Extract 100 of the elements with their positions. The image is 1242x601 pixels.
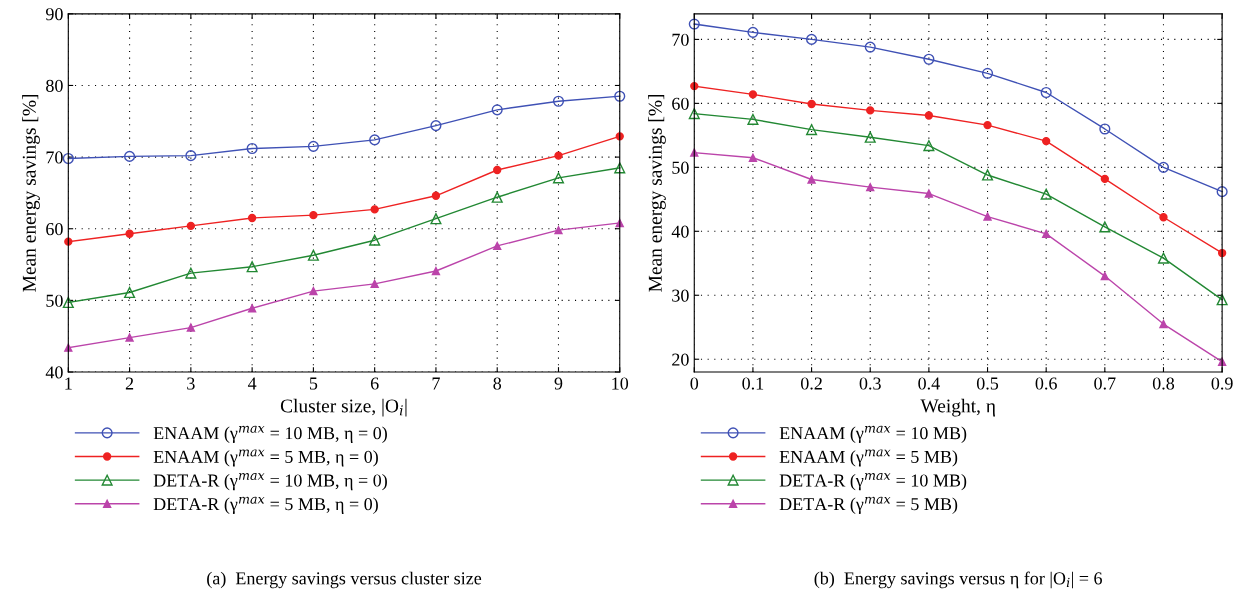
point [186,323,196,332]
point [1042,229,1051,239]
point [1042,136,1051,146]
point [688,18,700,30]
x-tick-label: 7 [432,377,440,390]
point [554,151,563,160]
point [1099,123,1111,135]
text: (a) Energy savings versus cluster size [207,571,482,589]
point [1157,161,1170,173]
x-tick-label: 4 [247,377,257,390]
point [1159,213,1168,222]
point [747,113,759,125]
point [614,90,626,102]
point [747,26,759,38]
y-tick-label: 40 [671,225,689,238]
point [1216,186,1228,198]
point [125,229,134,238]
point [62,152,74,165]
y-tick-label: 80 [46,79,63,92]
point [806,124,818,136]
x-tick-label: 9 [554,377,563,390]
legend-label: ENAAM (γ$^{max}$ = 5 MB) [779,449,958,467]
x-tick-label: 0.1 [742,377,764,390]
point [185,267,197,279]
point [1159,319,1168,329]
point [924,189,934,198]
point [1100,174,1109,184]
point [309,210,318,220]
point [493,241,502,251]
point [491,104,503,116]
point [125,333,134,342]
x-tick-label: 2 [125,377,134,390]
point [369,134,381,146]
y-tick-label: 60 [46,223,63,236]
point [1099,221,1111,233]
x-tick-label: 0.9 [1211,377,1233,390]
point [246,142,258,155]
point [864,131,876,143]
point [806,33,818,45]
y-axis-title: Mean energy savings [%] [22,94,40,292]
x-tick-label: 0.8 [1152,377,1175,390]
legend-label: DETA-R (γ$^{max}$ = 10 MB, η = 0) [153,473,387,491]
point [981,169,994,181]
point [246,261,258,273]
point [688,108,700,120]
x-axis-title: Cluster size, |O$_{i}$| [280,398,407,417]
y-tick-label: 30 [672,289,689,302]
point [430,213,442,225]
x-tick-label: 5 [309,377,318,390]
point [983,120,992,130]
point [247,304,257,313]
point [431,266,441,276]
point [864,41,876,53]
x-tick-label: 0.6 [1035,377,1057,390]
point [430,120,442,132]
y-tick-label: 60 [672,97,689,110]
point [748,153,758,162]
y-tick-label: 50 [46,294,63,307]
point [981,67,994,79]
x-tick-label: 10 [612,377,629,390]
x-tick-label: 6 [370,377,379,390]
point [748,90,758,99]
point [983,212,992,221]
point [307,140,319,152]
y-tick-label: 70 [672,33,689,46]
x-tick-label: 0.7 [1094,377,1116,390]
point [185,150,197,162]
point [866,106,875,115]
legend-label: ENAAM (γ$^{max}$ = 10 MB, η = 0) [153,425,387,443]
point [1040,188,1052,200]
x-tick-label: 0 [690,377,699,390]
point [552,95,565,107]
point [807,175,816,184]
y-tick-label: 50 [672,161,689,174]
point [62,296,74,309]
y-tick-label: 90 [45,8,63,21]
y-tick-label: 70 [46,151,63,164]
point [1216,294,1228,306]
point [1040,86,1052,99]
x-tick-label: 0.5 [976,377,999,390]
point [690,148,699,157]
legend-label: DETA-R (γ$^{max}$ = 5 MB, η = 0) [153,496,378,514]
point [554,226,563,235]
point [1100,271,1109,281]
point [186,221,196,231]
point [923,53,935,65]
point [491,191,503,203]
y-tick-label: 20 [672,353,689,366]
point [370,279,379,289]
x-tick-label: 8 [493,377,502,390]
point [64,343,73,352]
x-tick-label: 3 [187,377,195,390]
x-axis-title: Weight, η [920,398,995,417]
point [924,111,934,120]
y-axis-title: Mean energy savings [%] [648,94,666,292]
point [615,218,624,228]
x-tick-label: 0.3 [859,377,881,390]
x-tick-label: 0.4 [918,377,940,390]
point [124,150,136,162]
x-tick-label: 1 [65,377,72,390]
